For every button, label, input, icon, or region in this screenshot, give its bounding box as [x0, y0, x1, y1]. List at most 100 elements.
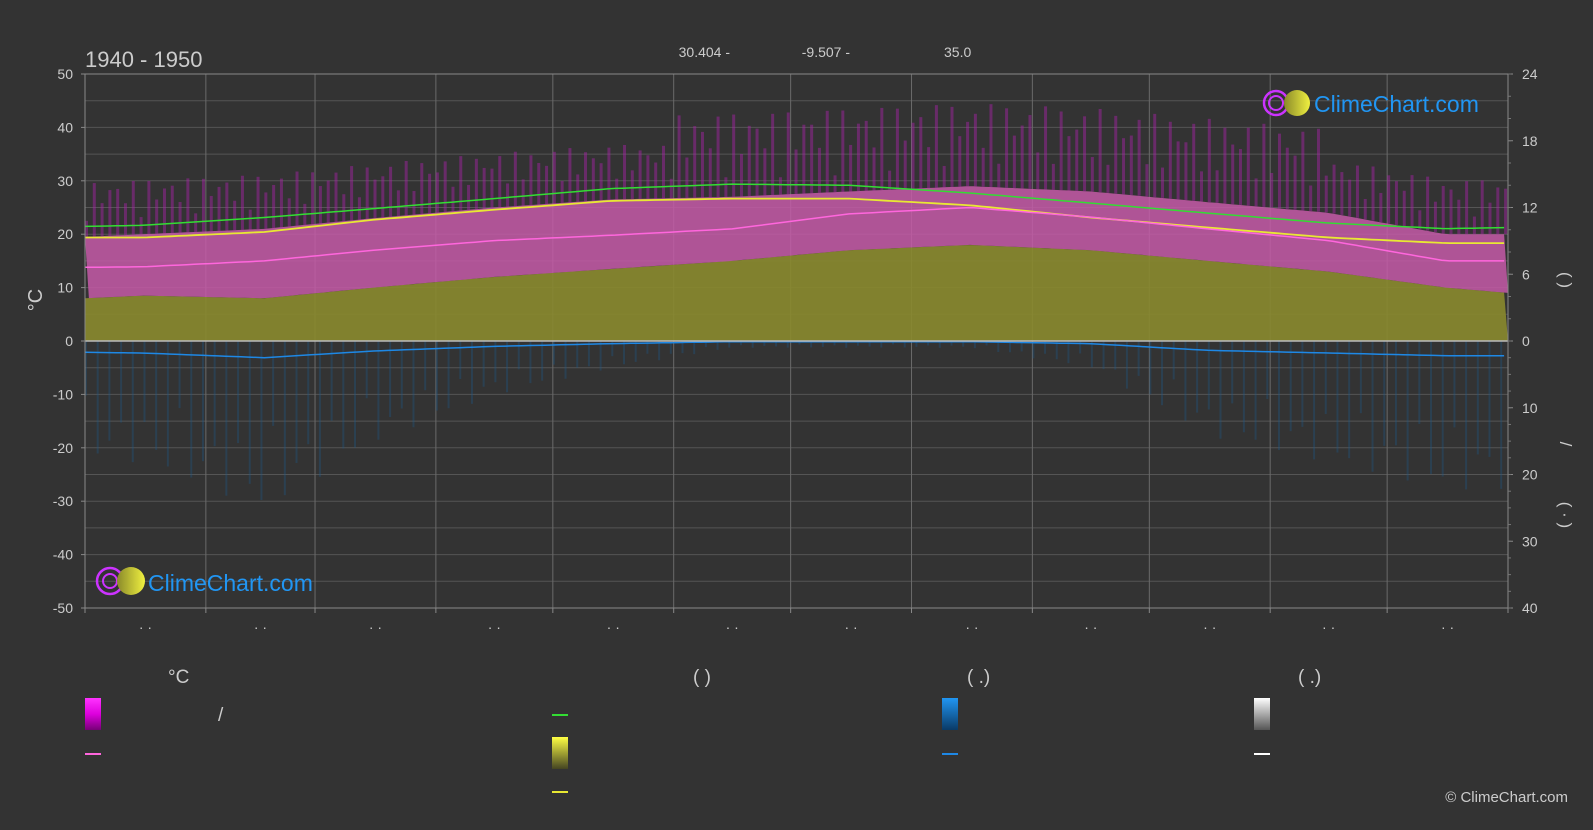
month-label: · · [965, 619, 978, 635]
max-temp-streak [459, 156, 463, 211]
rain-bar [810, 341, 813, 348]
max-temp-streak [1379, 192, 1383, 223]
max-temp-streak [1418, 210, 1422, 230]
max-temp-streak [1231, 144, 1235, 205]
rain-bar [330, 341, 333, 421]
max-temp-streak [545, 165, 549, 205]
rain-bar [1301, 341, 1304, 427]
rain-bar [108, 341, 111, 441]
max-temp-streak [1168, 121, 1172, 199]
rain-bar [1032, 341, 1035, 359]
max-temp-streak [700, 131, 704, 198]
max-temp-streak [599, 163, 603, 201]
logo-top-right[interactable]: ClimeChart.com [1262, 89, 1479, 117]
max-temp-streak [778, 177, 782, 195]
max-temp-streak [1348, 179, 1352, 217]
max-temp-streak [623, 144, 627, 200]
max-temp-streak [1402, 190, 1406, 227]
left-tick-label: 20 [57, 226, 73, 242]
rain-bar [962, 341, 965, 347]
max-temp-streak [1332, 164, 1336, 214]
rain-bar [1125, 341, 1128, 389]
rain-bar [1465, 341, 1468, 490]
max-temp-streak [311, 172, 315, 225]
rain-bar [517, 341, 520, 370]
rain-bar [868, 341, 871, 347]
max-temp-streak [194, 213, 198, 232]
legend-col4-title: ( .) [1298, 667, 1321, 688]
max-temp-streak [607, 147, 611, 200]
rain-bar [997, 341, 1000, 352]
max-temp-streak [233, 200, 237, 231]
right-tick-label: 40 [1522, 600, 1538, 616]
month-label: · · [607, 619, 620, 635]
max-temp-streak [147, 180, 151, 235]
logo-bottom-left[interactable]: ClimeChart.com [95, 566, 313, 596]
rain-bar [1254, 341, 1257, 440]
max-temp-streak [287, 198, 291, 227]
max-temp-streak [443, 161, 447, 212]
max-temp-streak [389, 166, 393, 217]
max-temp-streak [1122, 138, 1126, 195]
max-temp-streak [856, 123, 860, 192]
rain-bar [833, 341, 836, 346]
max-temp-streak [1301, 131, 1305, 211]
rain-bar [798, 341, 801, 345]
max-temp-streak [1137, 119, 1141, 196]
rain-bar [143, 341, 146, 422]
max-temp-streak [1496, 187, 1500, 235]
legend-rain-swatch [942, 698, 958, 730]
rain-bar [201, 341, 204, 462]
rain-bar [775, 341, 778, 347]
rain-bar [587, 341, 590, 367]
right-axis-slash: / [1556, 442, 1575, 447]
rain-bar [1137, 341, 1140, 376]
rain-bar [272, 341, 275, 426]
max-temp-streak [217, 186, 221, 231]
elevation-label: 35.0 [944, 44, 971, 60]
rain-bar [85, 341, 87, 396]
max-temp-streak [404, 160, 408, 216]
rain-bar [1207, 341, 1210, 410]
max-temp-streak [950, 106, 954, 188]
month-label: · · [139, 619, 152, 635]
rain-bar [248, 341, 251, 484]
rain-bar [354, 341, 357, 448]
rain-bar [821, 341, 824, 347]
max-temp-streak [1449, 189, 1453, 235]
rain-bar [856, 341, 859, 346]
logo-sun-icon [1284, 90, 1310, 116]
logo-text: ClimeChart.com [1314, 91, 1479, 117]
rain-bar [447, 341, 450, 409]
rain-bar [938, 341, 941, 348]
max-temp-streak [732, 114, 736, 197]
max-temp-streak [1246, 127, 1250, 206]
rain-bar [1418, 341, 1421, 424]
max-temp-streak [1387, 175, 1391, 224]
max-temp-streak [85, 220, 88, 237]
max-temp-streak [786, 112, 790, 195]
max-temp-streak [529, 155, 533, 206]
max-temp-streak [209, 195, 213, 232]
rain-bar [1277, 341, 1280, 451]
rain-bar [739, 341, 742, 346]
max-temp-streak [1355, 165, 1359, 218]
max-temp-streak [872, 147, 876, 191]
max-temp-streak [318, 186, 322, 224]
max-temp-streak [1238, 148, 1242, 205]
max-temp-streak [170, 185, 174, 233]
max-temp-streak [747, 125, 751, 197]
rain-bar [693, 341, 696, 355]
month-label: · · [1322, 619, 1335, 635]
right-axis-top-label: ( ) [1556, 272, 1575, 288]
rain-bar [400, 341, 403, 409]
max-temp-streak [1012, 135, 1016, 189]
max-temp-streak [1161, 167, 1165, 198]
max-temp-streak [1020, 125, 1024, 189]
max-temp-streak [1488, 202, 1492, 235]
logo-sun-icon [117, 567, 145, 595]
axes: 50 40 30 20 10 0 -10 -20 -30 -40 -50 24 18 12 6 0 10 20 30… [53, 66, 1538, 635]
max-temp-streak [1036, 152, 1040, 190]
max-temp-streak [1277, 133, 1281, 209]
